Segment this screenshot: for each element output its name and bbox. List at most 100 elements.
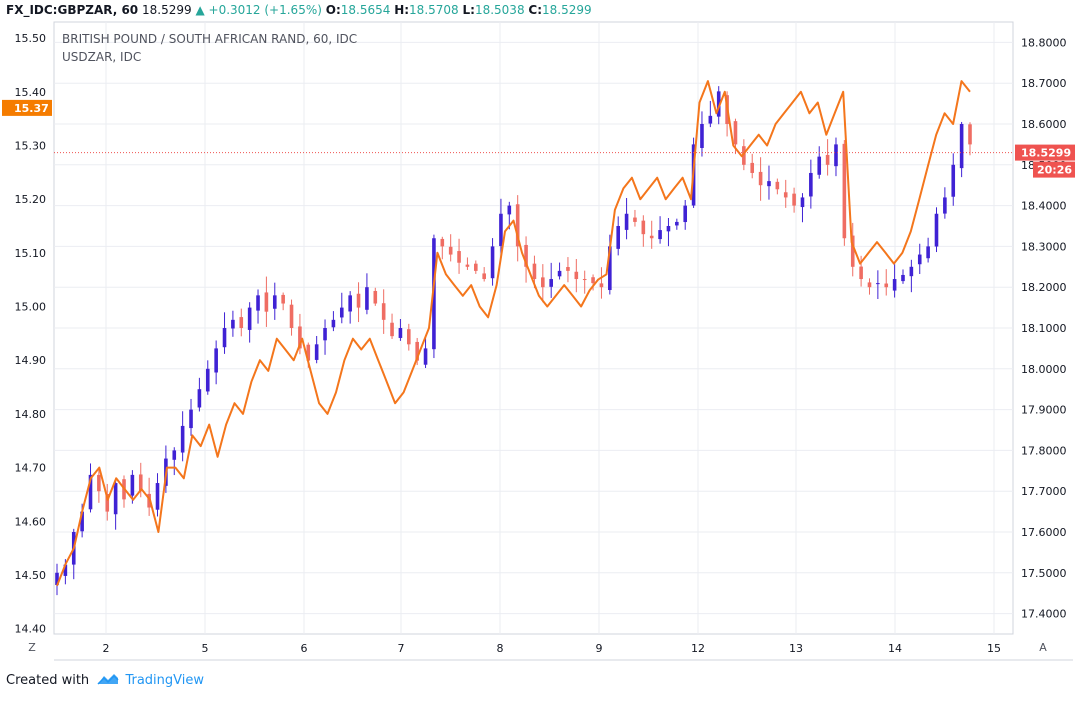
- candle-body: [490, 246, 495, 279]
- auto-scale-left-button[interactable]: Z: [28, 641, 36, 654]
- candle-body: [423, 348, 428, 365]
- candle-body: [532, 263, 537, 280]
- right-price-badge: 18.5299: [1021, 147, 1071, 160]
- candle-body: [624, 213, 629, 230]
- right-axis-tick-label: 17.8000: [1021, 444, 1067, 457]
- left-axis-tick-label: 14.90: [15, 354, 47, 367]
- candle-body: [331, 319, 336, 328]
- candle-body: [683, 205, 688, 223]
- right-axis-tick-label: 18.7000: [1021, 77, 1067, 90]
- candle-body: [189, 409, 193, 429]
- high-label: H:: [394, 3, 410, 17]
- candle-body: [440, 238, 445, 247]
- right-axis-tick-label: 17.4000: [1021, 608, 1067, 621]
- candle-body: [432, 238, 436, 350]
- candle-body: [298, 326, 302, 349]
- candle-body: [817, 156, 822, 175]
- candle-body: [448, 246, 453, 255]
- candle-body: [926, 246, 930, 259]
- x-axis-tick-label: 8: [497, 642, 504, 655]
- candle-body: [917, 254, 922, 265]
- left-axis-tick-label: 15.00: [15, 301, 47, 314]
- candle-body: [281, 294, 285, 304]
- left-axis-tick-label: 14.40: [15, 623, 47, 636]
- x-axis-tick-label: 5: [202, 642, 209, 655]
- compare-series-legend[interactable]: USDZAR, IDC: [62, 50, 142, 64]
- candle-body: [348, 295, 352, 312]
- tradingview-brand[interactable]: TradingView: [125, 673, 204, 688]
- candle-body: [943, 197, 947, 214]
- x-axis-tick-label: 2: [103, 642, 110, 655]
- countdown-badge-bg: [1033, 161, 1075, 178]
- x-axis-tick-label: 15: [987, 642, 1001, 655]
- candle-body: [222, 328, 227, 348]
- candle-body: [247, 307, 252, 330]
- candle-body: [582, 279, 587, 281]
- footer: Created with TradingView: [6, 672, 204, 688]
- candle-body: [758, 171, 763, 186]
- candle-body: [172, 450, 177, 460]
- created-with-text: Created with: [6, 673, 90, 688]
- left-axis-tick-label: 14.60: [15, 515, 47, 528]
- candle-body: [716, 91, 721, 117]
- right-axis-tick-label: 18.4000: [1021, 200, 1067, 213]
- open-label: O:: [325, 3, 341, 17]
- candle-body: [524, 244, 528, 267]
- x-axis-tick-label: 9: [596, 642, 603, 655]
- candle-body: [742, 146, 746, 165]
- candle-body: [959, 124, 964, 169]
- candle-body: [231, 319, 235, 329]
- change-up-icon: ▲: [195, 3, 205, 17]
- candle-body: [566, 267, 570, 271]
- right-axis-tick-label: 18.8000: [1021, 36, 1067, 49]
- candle-body: [658, 230, 662, 240]
- candle-body: [859, 266, 863, 280]
- candle-body: [767, 181, 771, 187]
- candle-body: [306, 344, 311, 361]
- candle-body: [256, 295, 260, 311]
- right-axis-tick-label: 18.2000: [1021, 281, 1067, 294]
- candle-body: [356, 293, 361, 308]
- candle-body: [733, 121, 738, 145]
- candle-body: [289, 304, 294, 328]
- candle-body: [80, 511, 84, 532]
- left-axis-tick-label: 14.50: [15, 569, 47, 582]
- candle-body: [197, 389, 202, 408]
- tradingview-logo-icon: [97, 674, 119, 685]
- left-axis-tick-label: 15.40: [15, 86, 47, 99]
- right-axis-tick-label: 17.7000: [1021, 485, 1067, 498]
- candle-body: [876, 283, 880, 285]
- candle-body: [88, 474, 93, 510]
- candle-body: [55, 572, 59, 586]
- right-axis-tick-label: 18.1000: [1021, 322, 1067, 335]
- candle-body: [549, 279, 553, 287]
- auto-scale-right-button[interactable]: A: [1039, 641, 1047, 654]
- candle-body: [783, 192, 788, 198]
- candle-body: [323, 328, 327, 341]
- candle-body: [365, 287, 369, 310]
- candle-body: [951, 164, 956, 197]
- right-axis-tick-label: 18.6000: [1021, 118, 1067, 131]
- x-axis-tick-label: 14: [888, 642, 902, 655]
- candle-body: [834, 144, 838, 167]
- x-axis-tick-label: 13: [789, 642, 803, 655]
- left-axis-tick-label: 14.70: [15, 462, 47, 475]
- candle-body: [591, 277, 595, 284]
- candle-body: [373, 290, 378, 304]
- main-series-legend[interactable]: BRITISH POUND / SOUTH AFRICAN RAND, 60, …: [62, 32, 358, 46]
- left-price-badge: 15.37: [14, 102, 49, 115]
- candle-body: [666, 226, 671, 232]
- candle-body: [272, 295, 277, 309]
- candle-body: [700, 124, 704, 148]
- candle-body: [934, 213, 939, 247]
- left-axis-tick-label: 15.20: [15, 193, 47, 206]
- candle-body: [239, 317, 244, 328]
- candle-body: [314, 344, 319, 360]
- left-axis-tick-label: 15.50: [15, 32, 47, 45]
- candle-body: [800, 197, 805, 208]
- left-axis-tick-label: 15.10: [15, 247, 47, 260]
- candle-body: [775, 181, 780, 190]
- countdown-badge: 20:26: [1037, 164, 1072, 177]
- candle-body: [968, 124, 972, 145]
- candle-body: [499, 213, 503, 247]
